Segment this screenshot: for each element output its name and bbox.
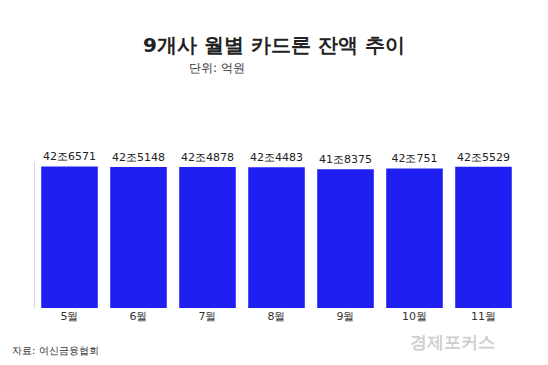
svg-text:42조4483: 42조4483 bbox=[250, 151, 303, 164]
svg-text:9개사 월별 카드론 잔액 추이: 9개사 월별 카드론 잔액 추이 bbox=[143, 33, 405, 57]
svg-text:7월: 7월 bbox=[199, 310, 217, 323]
svg-text:41조8375: 41조8375 bbox=[319, 153, 372, 166]
svg-text:42조6571: 42조6571 bbox=[43, 150, 96, 163]
svg-text:42조751: 42조751 bbox=[392, 152, 438, 165]
svg-text:경제포커스: 경제포커스 bbox=[410, 332, 495, 352]
svg-text:9월: 9월 bbox=[337, 310, 355, 323]
svg-text:단위: 억원: 단위: 억원 bbox=[189, 61, 245, 75]
svg-text:8월: 8월 bbox=[268, 310, 286, 323]
svg-text:5월: 5월 bbox=[61, 310, 79, 323]
svg-text:6월: 6월 bbox=[130, 310, 148, 323]
svg-text:42조5148: 42조5148 bbox=[112, 151, 165, 164]
svg-text:42조5529: 42조5529 bbox=[457, 151, 510, 164]
svg-text:42조4878: 42조4878 bbox=[181, 151, 234, 164]
svg-text:11월: 11월 bbox=[471, 310, 496, 323]
svg-text:자료: 여신금융협회: 자료: 여신금융협회 bbox=[12, 345, 99, 356]
svg-text:10월: 10월 bbox=[402, 310, 427, 323]
